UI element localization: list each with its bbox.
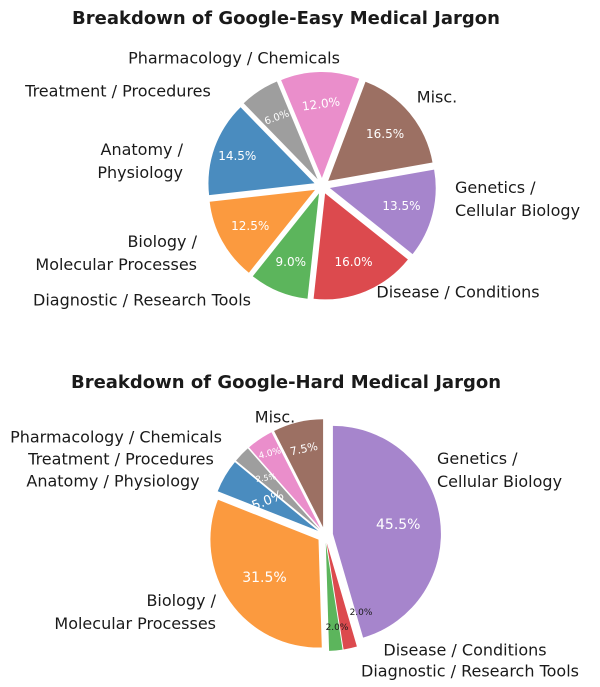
category-label-line: Biology /: [127, 231, 197, 251]
category-label-line: Treatment / Procedures: [25, 81, 211, 101]
pie-slice-pharmacology-chemicals: [249, 432, 321, 529]
pie-slice-genetics-cellular-biology: [329, 169, 436, 255]
pie-slice-disease-conditions: [313, 193, 408, 300]
pie-slice-pharmacology-chemicals: [281, 71, 360, 178]
category-label-line: Cellular Biology: [437, 472, 563, 491]
category-label-treatment-procedures: Treatment / Procedures: [28, 447, 214, 470]
pie-slice-disease-conditions: [326, 542, 357, 650]
pct-label-disease-conditions: 2.0%: [349, 608, 373, 618]
category-label-line: Treatment / Procedures: [28, 449, 214, 469]
pie-slice-biology-molecular-processes: [210, 499, 322, 648]
category-label-line: Diagnostic / Research Tools: [33, 290, 251, 310]
pct-label-misc: 16.5%: [366, 126, 405, 141]
category-label-anatomy-physiology: Anatomy / Physiology: [26, 469, 199, 492]
pie-slice-treatment-procedures: [236, 448, 320, 530]
category-label-line: Cellular Biology: [455, 201, 581, 220]
pie-slice-misc: [328, 81, 433, 181]
pie-slice-treatment-procedures: [243, 81, 318, 180]
pct-label-genetics-cellular-biology: 13.5%: [382, 199, 421, 214]
chart-title-google-easy: Breakdown of Google-Easy Medical Jargon: [72, 8, 500, 29]
category-label-line: Genetics /: [437, 448, 518, 468]
pct-label-anatomy-physiology: 14.5%: [218, 148, 257, 163]
category-label-misc: Misc.: [417, 85, 457, 108]
category-label-disease-conditions: Disease / Conditions: [383, 638, 546, 661]
chart-title-google-hard: Breakdown of Google-Hard Medical Jargon: [70, 372, 502, 393]
pct-label-diagnostic-research-tools: 2.0%: [325, 623, 349, 633]
category-label-biology-molecular-processes: Biology / Molecular Processes: [54, 589, 216, 635]
category-label-line: Molecular Processes: [54, 614, 216, 633]
pie-slice-diagnostic-research-tools: [252, 193, 319, 299]
category-label-misc: Misc.: [255, 405, 295, 428]
category-label-disease-conditions: Disease / Conditions: [376, 280, 539, 303]
category-label-line: Anatomy / Physiology: [26, 471, 200, 491]
category-label-line: Misc.: [254, 407, 296, 427]
pct-label-genetics-cellular-biology: 45.5%: [376, 516, 421, 533]
pie-slice-diagnostic-research-tools: [325, 543, 343, 651]
category-label-diagnostic-research-tools: Diagnostic / Research Tools: [361, 659, 579, 682]
category-label-genetics-cellular-biology: Genetics / Cellular Biology: [437, 447, 562, 493]
pie-slice-anatomy-physiology: [217, 462, 319, 531]
category-label-genetics-cellular-biology: Genetics / Cellular Biology: [455, 176, 580, 222]
category-label-line: Pharmacology / Chemicals: [10, 427, 222, 447]
category-label-line: Molecular Processes: [35, 255, 197, 274]
category-label-line: Physiology: [97, 163, 183, 182]
category-label-line: Disease / Conditions: [383, 640, 547, 660]
pct-label-disease-conditions: 16.0%: [334, 254, 373, 269]
category-label-line: Misc.: [416, 87, 458, 107]
pie-slice-misc: [274, 419, 324, 528]
category-label-line: Biology /: [146, 590, 216, 610]
pct-label-diagnostic-research-tools: 9.0%: [275, 254, 307, 269]
category-label-anatomy-physiology: Anatomy / Physiology: [97, 138, 183, 184]
category-label-biology-molecular-processes: Biology / Molecular Processes: [35, 230, 197, 276]
pct-label-biology-molecular-processes: 12.5%: [231, 218, 270, 233]
category-label-line: Genetics /: [455, 177, 536, 197]
pie-slice-biology-molecular-processes: [209, 189, 315, 273]
category-label-pharmacology-chemicals: Pharmacology / Chemicals: [10, 425, 222, 448]
category-label-pharmacology-chemicals: Pharmacology / Chemicals: [128, 46, 340, 69]
category-label-treatment-procedures: Treatment / Procedures: [25, 79, 211, 102]
pie-slice-anatomy-physiology: [208, 107, 315, 196]
pct-label-biology-molecular-processes: 31.5%: [242, 569, 287, 586]
category-label-line: Anatomy /: [100, 139, 183, 159]
pie-slice-genetics-cellular-biology: [332, 425, 441, 638]
category-label-line: Diagnostic / Research Tools: [361, 661, 579, 681]
category-label-line: Disease / Conditions: [376, 282, 540, 302]
category-label-line: Pharmacology / Chemicals: [128, 48, 340, 68]
category-label-diagnostic-research-tools: Diagnostic / Research Tools: [33, 288, 251, 311]
